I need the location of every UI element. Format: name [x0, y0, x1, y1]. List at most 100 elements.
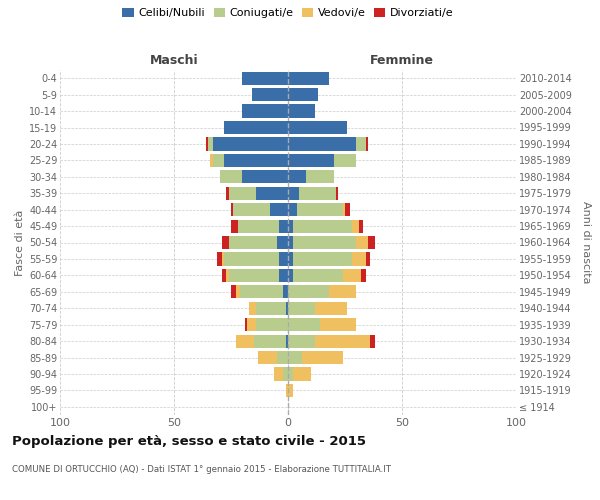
Bar: [249, 302, 256, 315]
Bar: [293, 368, 311, 380]
Bar: [361, 269, 365, 282]
Bar: [288, 186, 299, 200]
Bar: [229, 236, 277, 249]
Bar: [288, 170, 306, 183]
Bar: [213, 154, 224, 167]
Bar: [306, 170, 334, 183]
Text: Femmine: Femmine: [370, 54, 434, 68]
Bar: [286, 334, 288, 347]
Bar: [288, 302, 316, 315]
Bar: [242, 170, 288, 183]
Bar: [288, 203, 297, 216]
Bar: [283, 368, 288, 380]
Bar: [222, 252, 224, 266]
Bar: [279, 269, 288, 282]
Y-axis label: Anni di nascita: Anni di nascita: [581, 201, 591, 283]
Bar: [288, 269, 293, 282]
Bar: [352, 220, 359, 232]
Bar: [288, 138, 356, 150]
Bar: [279, 252, 288, 266]
Bar: [297, 203, 343, 216]
Bar: [365, 138, 368, 150]
Bar: [316, 302, 347, 315]
Bar: [222, 269, 226, 282]
Bar: [356, 236, 368, 249]
Bar: [236, 285, 240, 298]
Bar: [231, 285, 236, 298]
Bar: [226, 186, 229, 200]
Bar: [220, 170, 242, 183]
Bar: [236, 334, 254, 347]
Bar: [288, 334, 316, 347]
Bar: [343, 203, 345, 216]
Bar: [274, 368, 283, 380]
Bar: [242, 104, 288, 118]
Bar: [365, 252, 370, 266]
Bar: [288, 318, 320, 331]
Bar: [256, 302, 286, 315]
Bar: [345, 203, 350, 216]
Legend: Celibi/Nubili, Coniugati/e, Vedovi/e, Divorziati/e: Celibi/Nubili, Coniugati/e, Vedovi/e, Di…: [122, 8, 454, 18]
Bar: [206, 138, 208, 150]
Bar: [224, 154, 288, 167]
Text: Maschi: Maschi: [149, 54, 199, 68]
Bar: [259, 351, 277, 364]
Bar: [242, 72, 288, 85]
Bar: [286, 302, 288, 315]
Bar: [293, 220, 352, 232]
Bar: [231, 203, 233, 216]
Bar: [217, 252, 222, 266]
Bar: [343, 269, 361, 282]
Bar: [256, 186, 288, 200]
Bar: [370, 334, 374, 347]
Bar: [293, 269, 343, 282]
Bar: [254, 334, 286, 347]
Bar: [288, 220, 293, 232]
Bar: [302, 351, 343, 364]
Bar: [245, 318, 247, 331]
Bar: [208, 138, 213, 150]
Bar: [224, 121, 288, 134]
Bar: [288, 72, 329, 85]
Bar: [229, 186, 256, 200]
Bar: [288, 252, 293, 266]
Bar: [222, 236, 229, 249]
Bar: [288, 285, 329, 298]
Bar: [240, 285, 283, 298]
Bar: [279, 220, 288, 232]
Bar: [293, 236, 356, 249]
Y-axis label: Fasce di età: Fasce di età: [14, 210, 25, 276]
Bar: [293, 252, 352, 266]
Bar: [368, 236, 374, 249]
Bar: [352, 252, 365, 266]
Bar: [336, 186, 338, 200]
Bar: [224, 252, 279, 266]
Bar: [299, 186, 336, 200]
Bar: [288, 88, 317, 101]
Bar: [226, 269, 229, 282]
Bar: [283, 285, 288, 298]
Bar: [256, 318, 288, 331]
Bar: [288, 384, 293, 397]
Bar: [286, 384, 288, 397]
Bar: [247, 318, 256, 331]
Text: COMUNE DI ORTUCCHIO (AQ) - Dati ISTAT 1° gennaio 2015 - Elaborazione TUTTITALIA.: COMUNE DI ORTUCCHIO (AQ) - Dati ISTAT 1°…: [12, 465, 391, 474]
Bar: [231, 220, 238, 232]
Bar: [359, 220, 363, 232]
Bar: [233, 203, 270, 216]
Bar: [288, 351, 302, 364]
Bar: [270, 203, 288, 216]
Bar: [251, 88, 288, 101]
Bar: [277, 351, 288, 364]
Bar: [334, 154, 356, 167]
Bar: [288, 121, 347, 134]
Bar: [211, 154, 213, 167]
Bar: [288, 104, 316, 118]
Bar: [288, 236, 293, 249]
Bar: [288, 154, 334, 167]
Bar: [238, 220, 279, 232]
Text: Popolazione per età, sesso e stato civile - 2015: Popolazione per età, sesso e stato civil…: [12, 435, 366, 448]
Bar: [213, 138, 288, 150]
Bar: [277, 236, 288, 249]
Bar: [229, 269, 279, 282]
